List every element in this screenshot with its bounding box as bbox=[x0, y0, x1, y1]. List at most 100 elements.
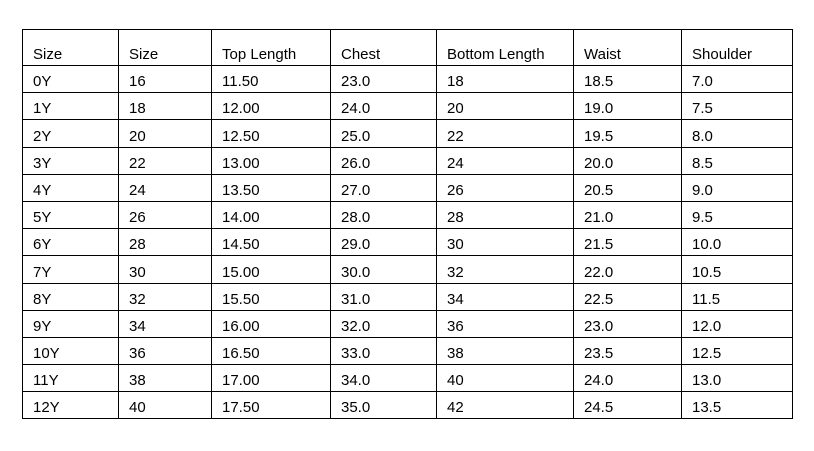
column-header: Bottom Length bbox=[436, 29, 574, 66]
table-cell: 34.0 bbox=[330, 364, 437, 393]
table-cell: 16.00 bbox=[211, 309, 331, 338]
table-row: 9Y 34 16.00 32.0 36 23.0 12.0 bbox=[22, 309, 793, 338]
table-row: 2Y 20 12.50 25.0 22 19.5 8.0 bbox=[22, 119, 793, 148]
table-row: 10Y 36 16.50 33.0 38 23.5 12.5 bbox=[22, 336, 793, 366]
table-cell: 14.00 bbox=[211, 200, 331, 230]
table-cell: 7.0 bbox=[681, 64, 793, 94]
table-row: 12Y 40 17.50 35.0 42 24.5 13.5 bbox=[22, 391, 793, 420]
table-cell: 30.0 bbox=[330, 255, 437, 284]
table-cell: 30 bbox=[118, 255, 212, 284]
table-cell: 7.5 bbox=[681, 92, 793, 121]
table-row: 7Y 30 15.00 30.0 32 22.0 10.5 bbox=[22, 255, 793, 284]
table-cell: 16.50 bbox=[211, 336, 331, 366]
table-row: 3Y 22 13.00 26.0 24 20.0 8.5 bbox=[22, 146, 793, 175]
table-cell: 36 bbox=[118, 336, 212, 366]
table-cell: 20.5 bbox=[573, 173, 682, 202]
table-cell: 26 bbox=[118, 200, 212, 230]
table-cell: 11Y bbox=[22, 364, 119, 393]
table-cell: 35.0 bbox=[330, 391, 437, 420]
table-cell: 13.50 bbox=[211, 173, 331, 202]
table-cell: 32.0 bbox=[330, 309, 437, 338]
table-cell: 18 bbox=[436, 64, 574, 94]
table-cell: 20 bbox=[436, 92, 574, 121]
table-cell: 10.5 bbox=[681, 255, 793, 284]
table-cell: 10Y bbox=[22, 336, 119, 366]
table-cell: 6Y bbox=[22, 228, 119, 257]
table-cell: 36 bbox=[436, 309, 574, 338]
table-cell: 31.0 bbox=[330, 282, 437, 311]
table-cell: 8.5 bbox=[681, 146, 793, 175]
table-cell: 18.5 bbox=[573, 64, 682, 94]
column-header: Chest bbox=[330, 29, 437, 66]
table-cell: 9Y bbox=[22, 309, 119, 338]
table-cell: 30 bbox=[436, 228, 574, 257]
table-cell: 8Y bbox=[22, 282, 119, 311]
table-cell: 38 bbox=[436, 336, 574, 366]
table-cell: 23.5 bbox=[573, 336, 682, 366]
table-cell: 21.5 bbox=[573, 228, 682, 257]
table-cell: 24.0 bbox=[330, 92, 437, 121]
table-cell: 28 bbox=[118, 228, 212, 257]
table-cell: 24.0 bbox=[573, 364, 682, 393]
table-cell: 9.0 bbox=[681, 173, 793, 202]
table-cell: 7Y bbox=[22, 255, 119, 284]
table-cell: 15.00 bbox=[211, 255, 331, 284]
table-cell: 38 bbox=[118, 364, 212, 393]
table-cell: 4Y bbox=[22, 173, 119, 202]
table-row: 11Y 38 17.00 34.0 40 24.0 13.0 bbox=[22, 364, 793, 393]
table-cell: 23.0 bbox=[330, 64, 437, 94]
table-cell: 28 bbox=[436, 200, 574, 230]
column-header: Shoulder bbox=[681, 29, 793, 66]
table-row: 5Y 26 14.00 28.0 28 21.0 9.5 bbox=[22, 200, 793, 230]
table-cell: 20.0 bbox=[573, 146, 682, 175]
table-cell: 13.00 bbox=[211, 146, 331, 175]
table-cell: 16 bbox=[118, 64, 212, 94]
table-cell: 29.0 bbox=[330, 228, 437, 257]
table-row: 8Y 32 15.50 31.0 34 22.5 11.5 bbox=[22, 282, 793, 311]
table-cell: 40 bbox=[118, 391, 212, 420]
table-cell: 15.50 bbox=[211, 282, 331, 311]
table-cell: 21.0 bbox=[573, 200, 682, 230]
table-cell: 17.50 bbox=[211, 391, 331, 420]
table-cell: 25.0 bbox=[330, 119, 437, 148]
table-cell: 28.0 bbox=[330, 200, 437, 230]
table-cell: 32 bbox=[436, 255, 574, 284]
table-cell: 12.5 bbox=[681, 336, 793, 366]
table-cell: 0Y bbox=[22, 64, 119, 94]
table-cell: 9.5 bbox=[681, 200, 793, 230]
table-cell: 26.0 bbox=[330, 146, 437, 175]
table-row: 0Y 16 11.50 23.0 18 18.5 7.0 bbox=[22, 64, 793, 94]
table-cell: 11.5 bbox=[681, 282, 793, 311]
column-header: Top Length bbox=[211, 29, 331, 66]
table-cell: 11.50 bbox=[211, 64, 331, 94]
table-cell: 33.0 bbox=[330, 336, 437, 366]
table-cell: 5Y bbox=[22, 200, 119, 230]
table-cell: 12.50 bbox=[211, 119, 331, 148]
table-row: 6Y 28 14.50 29.0 30 21.5 10.0 bbox=[22, 228, 793, 257]
header-row: Size Size Top Length Chest Bottom Length Wais… bbox=[22, 29, 793, 66]
table-cell: 22 bbox=[436, 119, 574, 148]
table-cell: 23.0 bbox=[573, 309, 682, 338]
table-cell: 42 bbox=[436, 391, 574, 420]
table-cell: 13.0 bbox=[681, 364, 793, 393]
table-cell: 14.50 bbox=[211, 228, 331, 257]
table-cell: 12Y bbox=[22, 391, 119, 420]
table-cell: 22.0 bbox=[573, 255, 682, 284]
table-row: 4Y 24 13.50 27.0 26 20.5 9.0 bbox=[22, 173, 793, 202]
table-cell: 40 bbox=[436, 364, 574, 393]
table-cell: 34 bbox=[118, 309, 212, 338]
column-header: Waist bbox=[573, 29, 682, 66]
table-cell: 19.0 bbox=[573, 92, 682, 121]
table-cell: 12.0 bbox=[681, 309, 793, 338]
table-cell: 19.5 bbox=[573, 119, 682, 148]
table-cell: 24.5 bbox=[573, 391, 682, 420]
table-cell: 26 bbox=[436, 173, 574, 202]
table-cell: 27.0 bbox=[330, 173, 437, 202]
column-header: Size bbox=[118, 29, 212, 66]
table-cell: 22.5 bbox=[573, 282, 682, 311]
table-cell: 20 bbox=[118, 119, 212, 148]
table-cell: 17.00 bbox=[211, 364, 331, 393]
table-cell: 13.5 bbox=[681, 391, 793, 420]
table-cell: 22 bbox=[118, 146, 212, 175]
column-header: Size bbox=[22, 29, 119, 66]
